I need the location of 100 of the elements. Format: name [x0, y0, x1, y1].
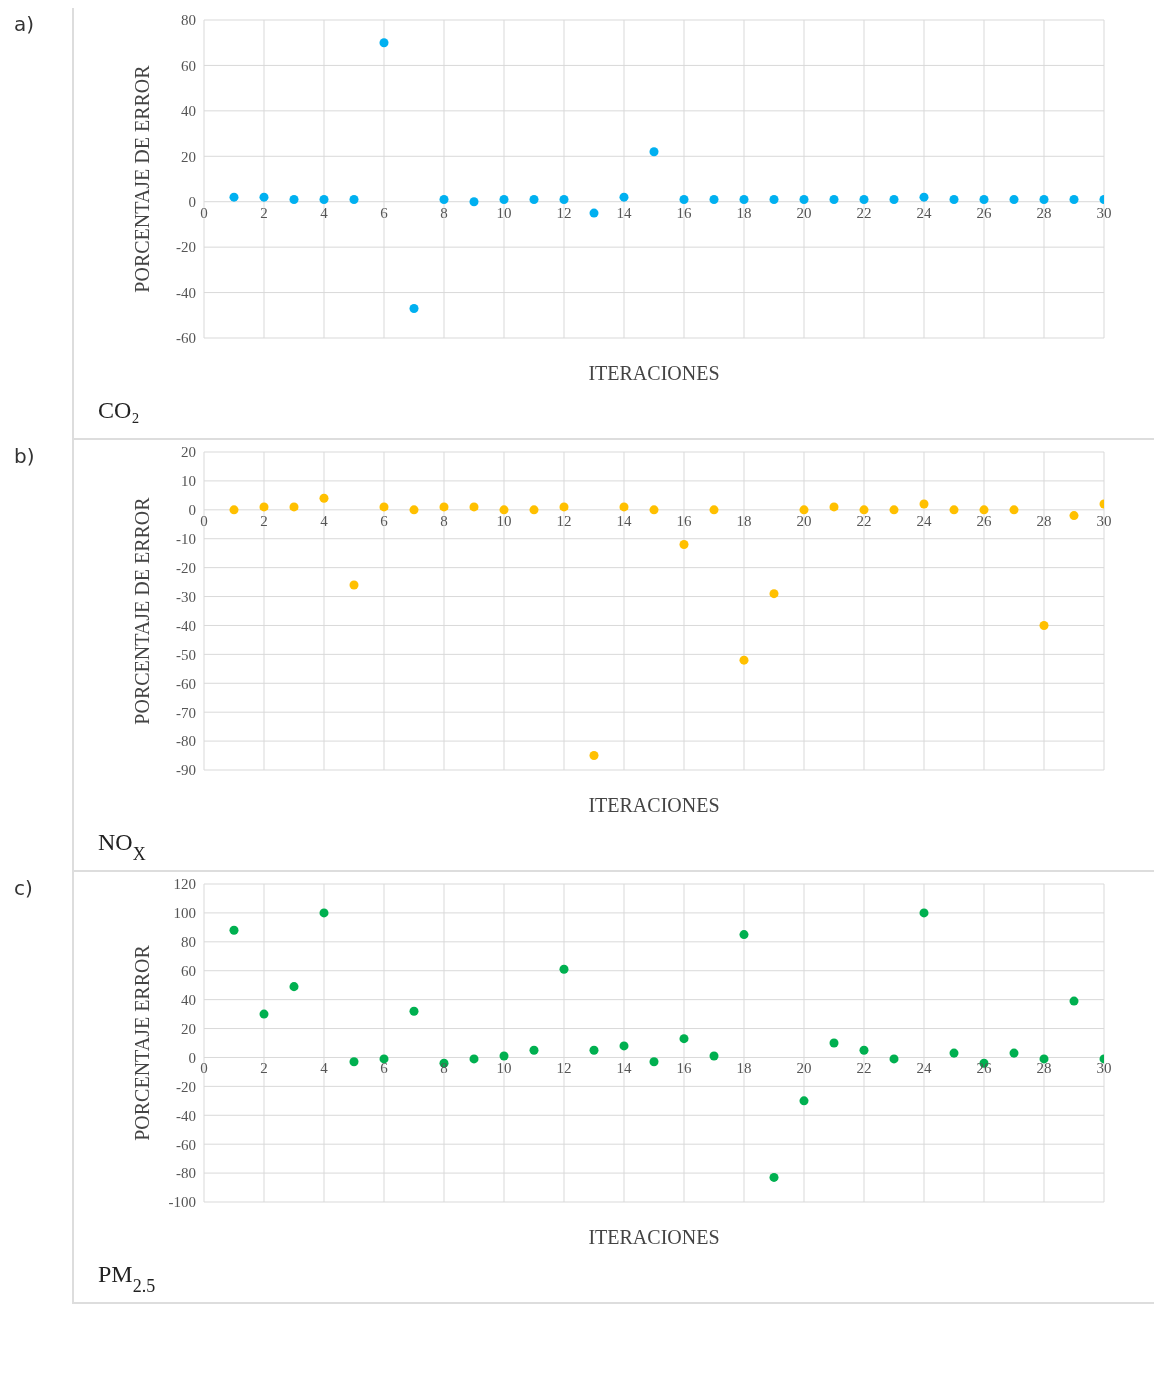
point [259, 1009, 269, 1019]
y-tick-label: -30 [176, 588, 196, 605]
y-tick-label: 20 [181, 1020, 196, 1037]
y-tick-label: -40 [176, 617, 196, 634]
y-tick-label: -90 [176, 762, 196, 779]
x-tick-label: 0 [200, 512, 208, 529]
point [529, 505, 539, 515]
point [679, 1034, 689, 1044]
point [349, 580, 359, 590]
y-tick-label: -70 [176, 704, 196, 721]
x-tick-label: 20 [796, 204, 812, 221]
point [799, 1096, 809, 1106]
x-tick-label: 20 [796, 512, 812, 529]
point [379, 502, 389, 512]
x-tick-label: 0 [200, 204, 208, 221]
point [739, 194, 749, 204]
point [1009, 505, 1019, 515]
point [589, 751, 599, 761]
point [739, 655, 749, 665]
point [949, 1048, 959, 1058]
y-axis-title: PORCENTAJE DE ERROR [131, 496, 154, 725]
y-tick-label: 80 [181, 12, 196, 29]
y-tick-label: -40 [176, 284, 196, 301]
x-tick-label: 30 [1096, 512, 1112, 529]
point [709, 1051, 719, 1061]
x-axis-title: ITERACIONES [588, 794, 720, 816]
x-tick-label: 2 [260, 204, 268, 221]
point [559, 194, 569, 204]
x-tick-label: 26 [976, 204, 992, 221]
point [709, 505, 719, 515]
point [319, 194, 329, 204]
point [439, 502, 449, 512]
point [829, 502, 839, 512]
point [469, 197, 479, 207]
y-tick-label: 80 [181, 934, 196, 951]
y-axis-title: PORCENTAJE DE ERROR [131, 64, 154, 293]
point [379, 1054, 389, 1064]
x-tick-label: 12 [556, 512, 572, 529]
x-tick-label: 12 [556, 204, 572, 221]
point [379, 38, 389, 48]
x-tick-label: 22 [856, 204, 872, 221]
y-tick-label: -10 [176, 531, 196, 548]
point [289, 194, 299, 204]
x-tick-label: 18 [736, 1060, 752, 1077]
x-tick-label: 22 [856, 1060, 872, 1077]
point [889, 1054, 899, 1064]
point [619, 502, 629, 512]
point [1039, 1054, 1049, 1064]
point [709, 194, 719, 204]
point [229, 925, 239, 935]
point [499, 1051, 509, 1061]
point [769, 589, 779, 599]
point [1009, 1048, 1019, 1058]
point [319, 493, 329, 503]
point [349, 194, 359, 204]
y-axis-title: PORCENTAJE ERROR [131, 944, 154, 1141]
y-tick-label: -80 [176, 1165, 196, 1182]
y-tick-label: -20 [176, 559, 196, 576]
x-tick-label: 26 [976, 512, 992, 529]
y-tick-label: -60 [176, 330, 196, 347]
y-tick-label: -50 [176, 646, 196, 663]
y-tick-label: 40 [181, 991, 196, 1008]
point [649, 505, 659, 515]
point [679, 540, 689, 550]
point [229, 505, 239, 515]
point [409, 1006, 419, 1016]
y-tick-label: 10 [181, 473, 196, 490]
y-tick-label: -40 [176, 1107, 196, 1124]
y-tick-label: 20 [181, 444, 196, 461]
x-tick-label: 16 [676, 204, 692, 221]
y-tick-label: -60 [176, 1136, 196, 1153]
point [769, 194, 779, 204]
point [619, 1041, 629, 1051]
point [919, 499, 929, 509]
x-tick-label: 30 [1096, 1060, 1112, 1077]
x-tick-label: 14 [616, 204, 632, 221]
point [1069, 511, 1079, 521]
point [529, 194, 539, 204]
x-tick-label: 24 [916, 204, 932, 221]
point [859, 1045, 869, 1055]
text: a) [14, 12, 35, 36]
x-tick-label: 6 [380, 512, 389, 529]
point [649, 1057, 659, 1067]
x-tick-label: 4 [320, 512, 329, 529]
x-tick-label: 4 [320, 1060, 329, 1077]
point [679, 194, 689, 204]
x-tick-label: 26 [976, 1060, 992, 1077]
y-tick-label: 20 [181, 148, 196, 165]
point [859, 505, 869, 515]
point [349, 1057, 359, 1067]
point [469, 502, 479, 512]
point [1069, 996, 1079, 1006]
point [889, 505, 899, 515]
point [439, 194, 449, 204]
point [919, 908, 929, 918]
point [649, 147, 659, 157]
y-tick-label: -100 [168, 1194, 196, 1211]
y-tick-label: -20 [176, 239, 196, 256]
x-axis-title: ITERACIONES [588, 362, 720, 384]
x-tick-label: 4 [320, 204, 329, 221]
